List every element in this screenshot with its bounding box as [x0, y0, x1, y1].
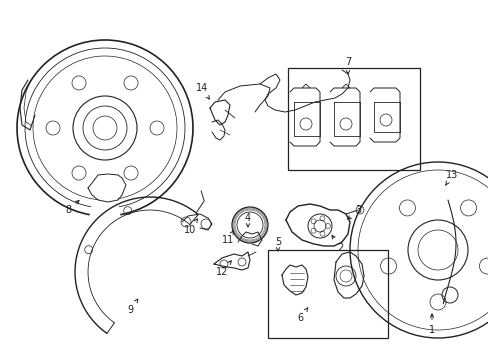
Text: 14: 14: [196, 83, 209, 99]
Text: 12: 12: [215, 261, 231, 277]
Text: 1: 1: [428, 314, 434, 335]
Text: 9: 9: [127, 299, 138, 315]
Text: 3: 3: [347, 205, 360, 219]
Text: 11: 11: [222, 231, 234, 245]
Text: 7: 7: [344, 57, 350, 74]
Text: 6: 6: [296, 308, 307, 323]
Text: 13: 13: [445, 170, 457, 185]
Text: 8: 8: [65, 201, 79, 215]
Text: 10: 10: [183, 219, 197, 235]
Text: 5: 5: [274, 237, 281, 251]
Bar: [287, 68, 419, 170]
Bar: [267, 250, 387, 338]
Text: 2: 2: [331, 235, 343, 253]
Text: 4: 4: [244, 213, 250, 227]
